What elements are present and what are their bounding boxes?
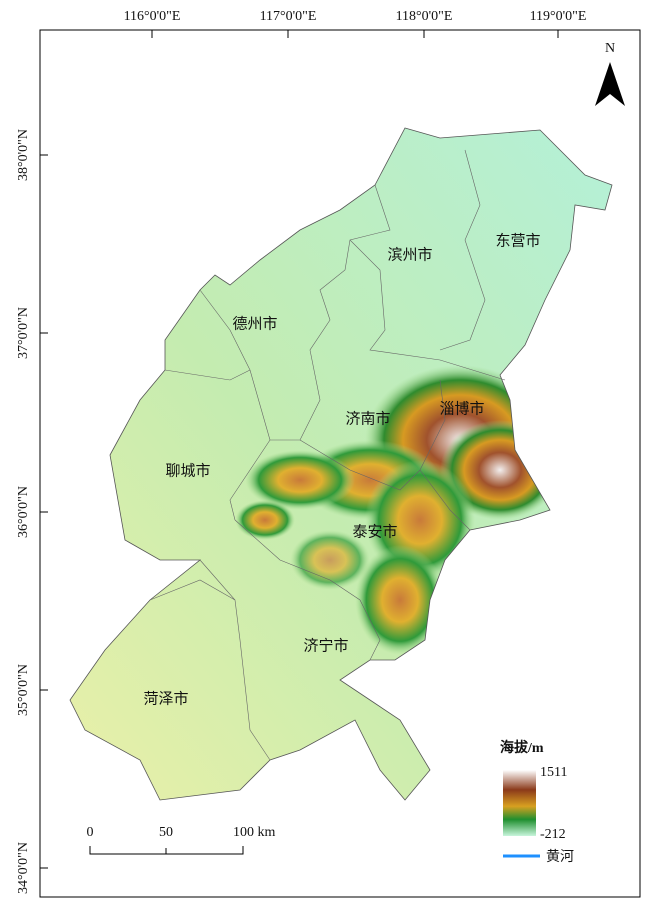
north-arrow — [595, 62, 625, 106]
latitude-label: 35°0'0"N — [16, 664, 31, 716]
city-label: 东营市 — [495, 232, 540, 249]
scale-label: 0 — [87, 825, 94, 840]
latitude-label: 34°0'0"N — [16, 842, 31, 894]
scale-label: 50 — [159, 825, 173, 840]
city-label: 济宁市 — [303, 637, 348, 654]
legend-color-bar — [503, 770, 536, 836]
scale-bar — [89, 846, 244, 855]
longitude-label: 116°0'0"E — [124, 9, 181, 24]
longitude-label: 119°0'0"E — [530, 9, 587, 24]
city-label: 泰安市 — [352, 523, 397, 540]
city-label: 滨州市 — [387, 246, 432, 263]
north-label: N — [605, 41, 615, 56]
city-label: 淄博市 — [439, 400, 484, 417]
city-label: 济南市 — [345, 410, 390, 427]
legend-title: 海拔/m — [500, 739, 544, 756]
city-label: 德州市 — [232, 314, 277, 332]
city-label: 聊城市 — [165, 462, 210, 479]
river-legend-label: 黄河 — [546, 848, 574, 865]
latitude-label: 36°0'0"N — [16, 486, 31, 538]
map-frame — [39, 29, 641, 898]
latitude-label: 37°0'0"N — [16, 307, 31, 359]
district-boundaries — [149, 149, 506, 761]
longitude-label: 117°0'0"E — [260, 9, 317, 24]
scale-label: 100 km — [233, 825, 276, 840]
latitude-label: 38°0'0"N — [16, 129, 31, 181]
legend-max: 1511 — [540, 765, 567, 780]
city-label: 菏泽市 — [143, 690, 188, 707]
tick-marks — [40, 30, 559, 869]
longitude-label: 118°0'0"E — [396, 9, 453, 24]
legend-min: -212 — [540, 827, 566, 842]
